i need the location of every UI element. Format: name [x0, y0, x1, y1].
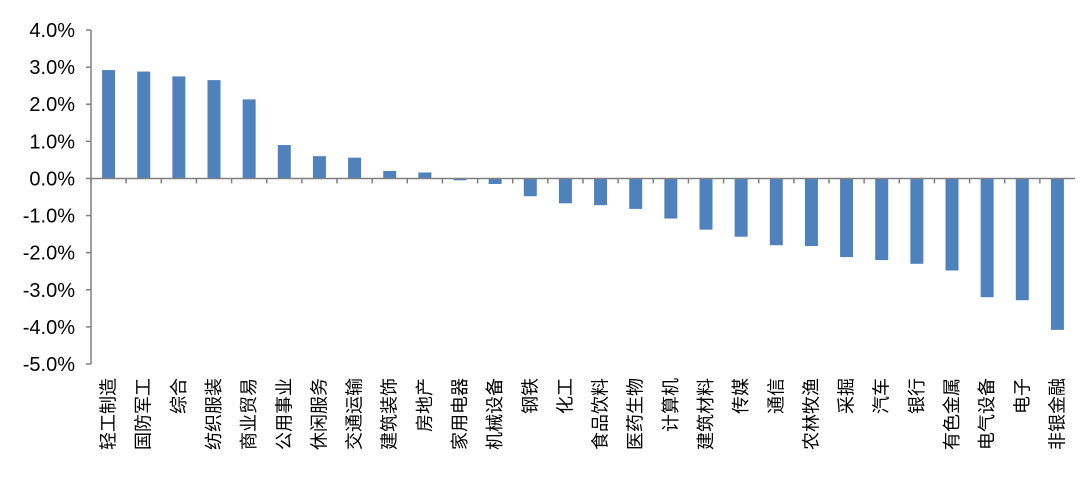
- bar-7: [312, 156, 326, 179]
- category-label: 银行: [907, 378, 928, 414]
- bar-22: [840, 178, 854, 258]
- category-label: 钢铁: [520, 378, 541, 414]
- category-label: 农林牧渔: [801, 378, 822, 450]
- category-label: 机械设备: [485, 378, 506, 450]
- category-label: 电气设备: [977, 378, 998, 450]
- bar-13: [523, 178, 537, 197]
- bar-9: [383, 171, 397, 179]
- bar-27: [1015, 178, 1029, 301]
- bar-4: [207, 80, 221, 179]
- bar-20: [769, 178, 783, 246]
- category-label: 医药生物: [626, 378, 647, 450]
- y-tick-label: -4.0%: [23, 317, 75, 339]
- y-tick-label: -1.0%: [23, 206, 75, 228]
- bar-6: [277, 145, 291, 179]
- category-label: 建筑装饰: [380, 378, 401, 450]
- bar-11: [453, 178, 467, 181]
- category-label: 国防军工: [134, 378, 155, 450]
- category-label: 非银金融: [1047, 378, 1068, 450]
- bar-28: [1050, 178, 1064, 330]
- category-label: 纺织服装: [204, 378, 225, 450]
- category-label: 综合: [169, 378, 190, 414]
- y-tick-label: -5.0%: [23, 354, 75, 376]
- bars: [90, 70, 1064, 330]
- y-tick-label: 4.0%: [29, 20, 75, 42]
- bar-26: [980, 178, 994, 298]
- category-label: 商业贸易: [239, 378, 260, 450]
- bar-15: [594, 178, 608, 206]
- category-label: 食品饮料: [591, 378, 612, 450]
- category-label: 计算机: [661, 378, 682, 432]
- y-tick-label: 2.0%: [29, 94, 75, 116]
- bar-5: [242, 99, 256, 179]
- y-tick-label: 3.0%: [29, 57, 75, 79]
- bar-10: [418, 172, 432, 179]
- bar-24: [910, 178, 924, 264]
- category-label: 休闲服务: [309, 378, 330, 450]
- category-label: 交通运输: [345, 378, 366, 450]
- y-axis-ticks: 4.0% 3.0% 2.0% 1.0% 0.0% -1.0% -2.0% -3.0% -4.0%…: [23, 20, 91, 376]
- bar-3: [172, 76, 186, 179]
- category-labels: 轻工制造 国防军工 综合 纺织服装 商业贸易 公用事业 休闲服务 交通运输 建筑装饰 房地产 家用电…: [99, 378, 1069, 450]
- bar-1: [102, 70, 116, 179]
- y-tick-label: 0.0%: [29, 168, 75, 190]
- category-label: 有色金属: [942, 378, 963, 450]
- category-label: 电子: [1012, 378, 1033, 414]
- category-label: 化工: [555, 378, 576, 414]
- category-label: 房地产: [415, 378, 436, 432]
- category-label: 公用事业: [274, 378, 295, 450]
- category-label: 家用电器: [450, 378, 471, 450]
- y-tick-label: -2.0%: [23, 243, 75, 265]
- bar-19: [734, 178, 748, 237]
- bar-17: [664, 178, 678, 219]
- category-label: 采掘: [837, 378, 858, 414]
- y-tick-label: -3.0%: [23, 280, 75, 302]
- bar-23: [875, 178, 889, 261]
- bar-21: [804, 178, 818, 246]
- category-label: 建筑材料: [696, 378, 717, 450]
- category-label: 汽车: [872, 378, 893, 414]
- bar-2: [137, 71, 151, 179]
- category-label: 传媒: [731, 378, 752, 414]
- bar-8: [348, 157, 362, 179]
- category-label: 轻工制造: [99, 378, 120, 450]
- category-label: 通信: [766, 378, 787, 414]
- y-tick-label: 1.0%: [29, 131, 75, 153]
- bar-25: [945, 178, 959, 271]
- bar-14: [558, 178, 572, 204]
- bar-16: [629, 178, 643, 209]
- bar-18: [699, 178, 713, 230]
- bar-12: [488, 178, 502, 185]
